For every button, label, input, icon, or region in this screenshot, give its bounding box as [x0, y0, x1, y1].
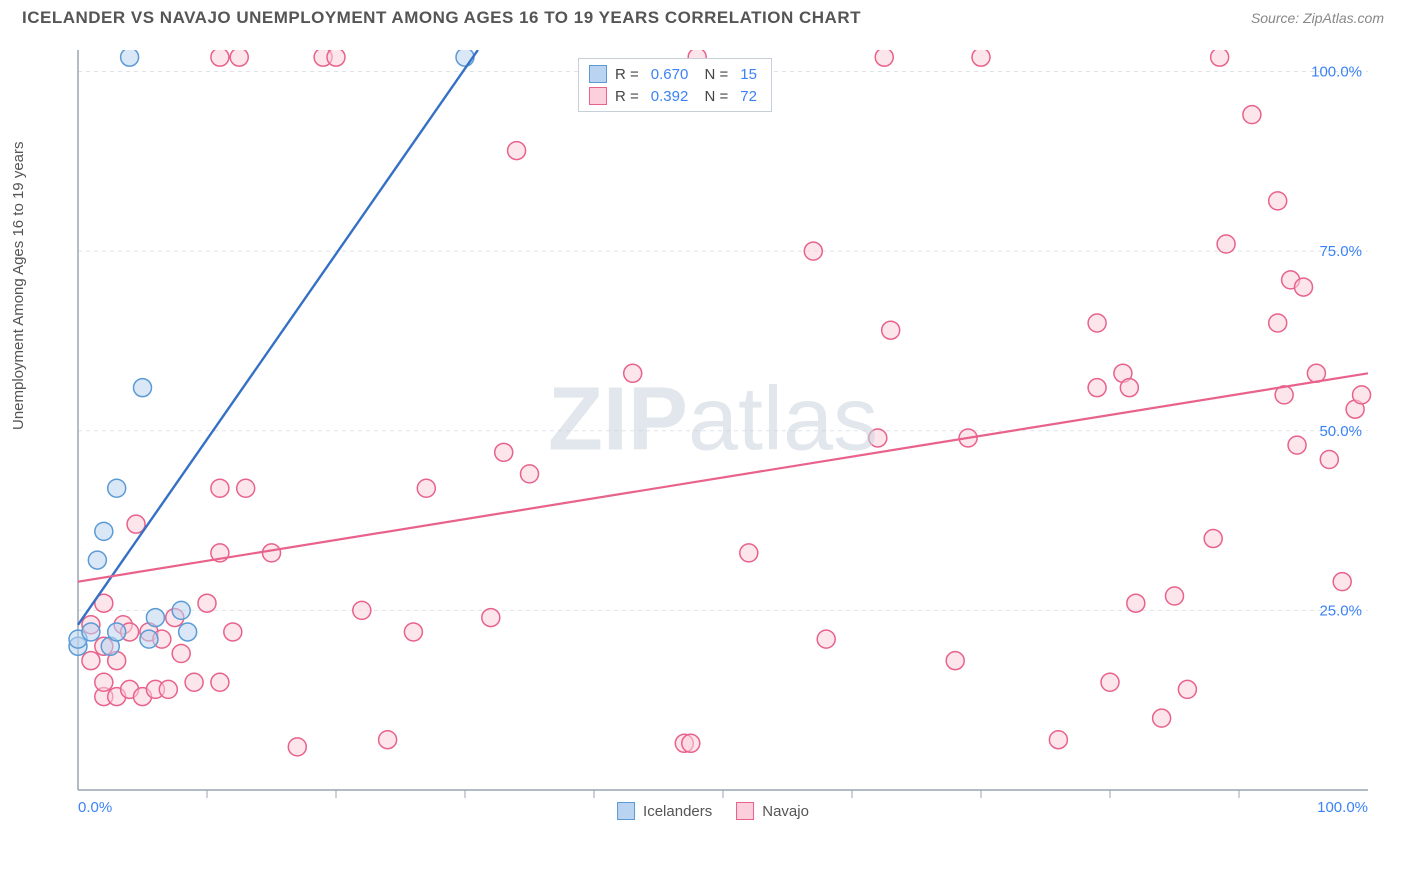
scatter-chart-svg: 25.0% 50.0% 75.0% 100.0% 0.0% 100.0%	[48, 50, 1378, 820]
legend-swatch-icelanders	[589, 65, 607, 83]
series-legend: Icelanders Navajo	[617, 802, 809, 820]
legend-r-value-navajo: 0.392	[647, 88, 693, 105]
legend-label-icelanders: Icelanders	[643, 803, 712, 820]
x-tick-label: 100.0%	[1317, 799, 1368, 816]
legend-row-navajo: R = 0.392 N = 72	[589, 85, 761, 107]
correlation-legend: R = 0.670 N = 15 R = 0.392 N = 72	[578, 58, 772, 112]
legend-r-value-icelanders: 0.670	[647, 66, 693, 83]
legend-r-label: R =	[615, 66, 639, 83]
legend-n-value-navajo: 72	[736, 88, 761, 105]
x-tick-label: 0.0%	[78, 799, 112, 816]
legend-swatch-navajo	[736, 802, 754, 820]
y-tick-label: 25.0%	[1319, 602, 1362, 619]
legend-swatch-icelanders	[617, 802, 635, 820]
legend-label-navajo: Navajo	[762, 803, 809, 820]
legend-item-navajo: Navajo	[736, 802, 809, 820]
y-tick-label: 100.0%	[1311, 64, 1362, 81]
legend-row-icelanders: R = 0.670 N = 15	[589, 63, 761, 85]
legend-n-label: N =	[700, 88, 728, 105]
chart-title: ICELANDER VS NAVAJO UNEMPLOYMENT AMONG A…	[22, 8, 861, 28]
legend-n-label: N =	[700, 66, 728, 83]
legend-n-value-icelanders: 15	[736, 66, 761, 83]
y-axis-label: Unemployment Among Ages 16 to 19 years	[10, 141, 27, 430]
chart-area: 25.0%50.0%75.0%100.0%0.0%100.0% ZIPatlas…	[48, 50, 1378, 820]
legend-swatch-navajo	[589, 87, 607, 105]
y-tick-label: 50.0%	[1319, 423, 1362, 440]
legend-r-label: R =	[615, 88, 639, 105]
legend-item-icelanders: Icelanders	[617, 802, 712, 820]
source-label: Source: ZipAtlas.com	[1251, 10, 1384, 26]
y-tick-label: 75.0%	[1319, 243, 1362, 260]
